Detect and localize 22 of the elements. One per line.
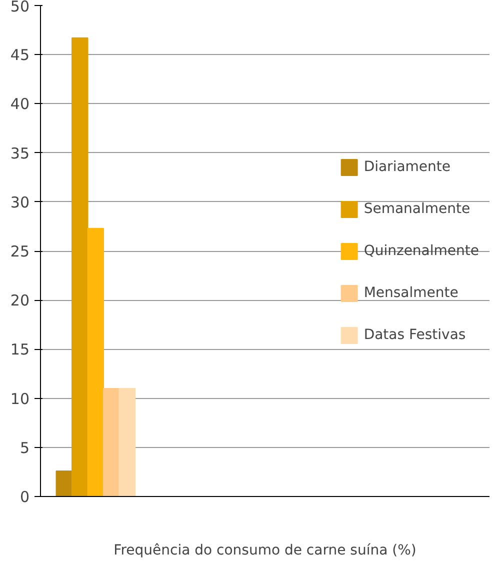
y-tick-label: 5 <box>20 438 30 457</box>
x-axis-title: Frequência do consumo de carne suína (%) <box>114 542 416 558</box>
y-tick-label: 30 <box>10 193 30 212</box>
y-tick-label: 45 <box>10 46 30 64</box>
y-tick-label: 25 <box>10 242 30 260</box>
bar <box>72 37 88 496</box>
y-tick-label: 20 <box>10 292 30 310</box>
y-tick-label: 35 <box>10 144 30 162</box>
y-tick-label: 50 <box>10 0 30 16</box>
bar <box>118 388 136 496</box>
legend-label: Mensalmente <box>364 284 458 300</box>
bar <box>87 228 104 496</box>
legend-label: Diariamente <box>364 158 451 174</box>
legend-label: Datas Festivas <box>364 326 466 342</box>
bar <box>56 470 73 496</box>
legend-label: Semanalmente <box>364 200 470 216</box>
y-tick-label: 40 <box>10 95 30 114</box>
y-tick-label: 15 <box>10 340 30 359</box>
y-tick-label: 10 <box>10 390 30 408</box>
y-tick-label: 0 <box>20 488 30 506</box>
legend-label: Quinzenalmente <box>364 242 479 258</box>
bar <box>103 388 120 496</box>
